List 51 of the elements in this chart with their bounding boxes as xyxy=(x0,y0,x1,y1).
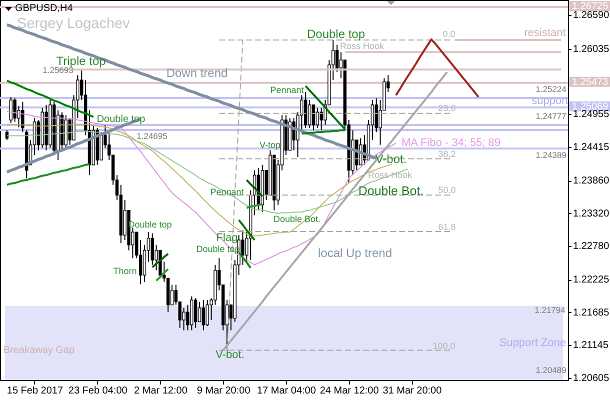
annotation: Breakaway Gap xyxy=(3,345,76,356)
annotation: MA Fibo - 34; 55; 89 xyxy=(401,137,501,149)
annotation: 1.25224 xyxy=(536,84,567,94)
annotation: Ross Hook xyxy=(340,41,385,52)
annotation: Flag xyxy=(216,232,238,244)
annotation: 38.2 xyxy=(438,149,456,159)
annotation: V-bot. xyxy=(375,152,407,166)
annotation: 1.24695 xyxy=(136,131,168,141)
y-tick-label: 1.23860 xyxy=(573,176,610,187)
y-tick-label: 1.24415 xyxy=(573,142,610,153)
x-tick-label: 9 Mar 20:00 xyxy=(196,386,251,396)
annotation: local Up trend xyxy=(318,246,392,260)
x-tick-label: 31 Mar 20:00 xyxy=(382,386,442,396)
annotation: 50.0 xyxy=(438,185,456,195)
y-tick-label: 1.23320 xyxy=(573,208,610,220)
annotation: Ross Hook xyxy=(368,170,413,180)
annotation: Pennant xyxy=(210,187,244,197)
annotation: 100.0 xyxy=(432,341,456,351)
annotation: Down trend xyxy=(166,66,228,80)
annotation: 1.24389 xyxy=(536,150,567,160)
annotation: 23.6 xyxy=(438,103,456,113)
x-tick-label: 17 Mar 04:00 xyxy=(256,386,316,396)
text: Sergey Logachev xyxy=(17,16,131,32)
chart-title: GBPUSD,H4 xyxy=(15,3,74,14)
annotation: V-top xyxy=(259,140,281,150)
x-tick-label: 23 Feb 04:00 xyxy=(68,386,128,396)
annotation: 1.24777 xyxy=(536,111,567,121)
annotation: Double top xyxy=(306,27,366,41)
ref-line-label: 1.26725 xyxy=(572,0,609,12)
annotation: support xyxy=(532,95,568,107)
x-tick-label: 2 Mar 12:00 xyxy=(134,386,188,396)
annotation: Double Bot. xyxy=(358,184,424,198)
annotation: 1.20489 xyxy=(536,365,567,375)
y-tick-label: 1.22780 xyxy=(573,241,610,252)
y-tick-label: 1.21685 xyxy=(573,307,610,318)
y-tick-label: 1.22225 xyxy=(573,274,610,286)
x-tick-label: 15 Feb 2017 xyxy=(6,386,64,396)
y-tick-label: 1.20605 xyxy=(573,372,610,384)
annotation: Double Bot. xyxy=(273,214,321,224)
annotation: Thorn xyxy=(113,266,137,276)
ref-line-label: 1.25473 xyxy=(572,76,609,88)
annotation: resistant xyxy=(524,27,566,39)
annotation: V-bot. xyxy=(216,349,244,361)
y-tick-label: 1.26035 xyxy=(573,44,610,55)
annotation: 0.0 xyxy=(442,29,456,39)
annotation: 1.21794 xyxy=(534,305,566,315)
x-tick-label: 24 Mar 12:00 xyxy=(320,386,380,396)
y-tick-label: 1.26590 xyxy=(573,10,610,22)
y-tick-label: 1.21145 xyxy=(573,340,609,352)
annotation: 61.8 xyxy=(438,222,456,232)
annotation: Pennant xyxy=(270,85,304,96)
